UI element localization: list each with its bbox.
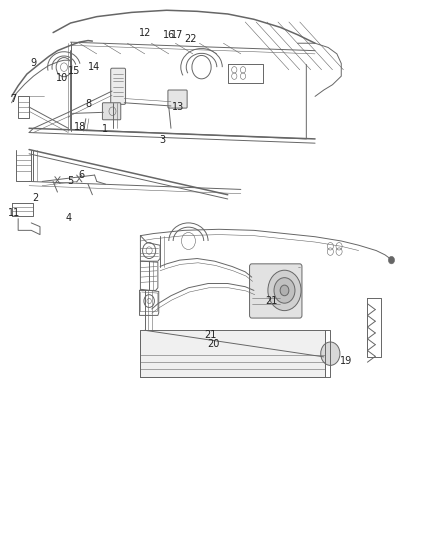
Text: 9: 9	[30, 59, 36, 68]
Text: 8: 8	[85, 99, 91, 109]
FancyBboxPatch shape	[102, 103, 121, 120]
Text: 17: 17	[171, 30, 184, 41]
Text: 14: 14	[88, 62, 101, 71]
Text: 15: 15	[68, 66, 80, 76]
Circle shape	[274, 278, 295, 303]
Text: 21: 21	[204, 329, 216, 340]
FancyBboxPatch shape	[250, 264, 302, 318]
Text: 1: 1	[102, 124, 108, 134]
Text: 13: 13	[172, 102, 184, 112]
Text: 18: 18	[74, 122, 86, 132]
Circle shape	[321, 342, 340, 366]
Bar	[140, 330, 325, 377]
Text: 7: 7	[11, 94, 17, 104]
Circle shape	[389, 256, 395, 264]
Text: 21: 21	[265, 295, 278, 305]
FancyBboxPatch shape	[168, 90, 187, 108]
Text: 22: 22	[184, 34, 197, 44]
FancyBboxPatch shape	[111, 68, 126, 104]
Circle shape	[268, 270, 301, 311]
Text: 10: 10	[56, 74, 68, 83]
Text: 12: 12	[138, 28, 151, 38]
Text: 2: 2	[32, 193, 39, 204]
Text: 4: 4	[65, 213, 71, 223]
Text: 5: 5	[67, 176, 74, 187]
Text: 19: 19	[339, 356, 352, 366]
Text: 6: 6	[78, 170, 85, 180]
Text: 20: 20	[207, 338, 219, 349]
Text: 3: 3	[159, 135, 165, 145]
Text: 11: 11	[8, 208, 20, 219]
Text: 16: 16	[162, 30, 175, 41]
Circle shape	[280, 285, 289, 296]
